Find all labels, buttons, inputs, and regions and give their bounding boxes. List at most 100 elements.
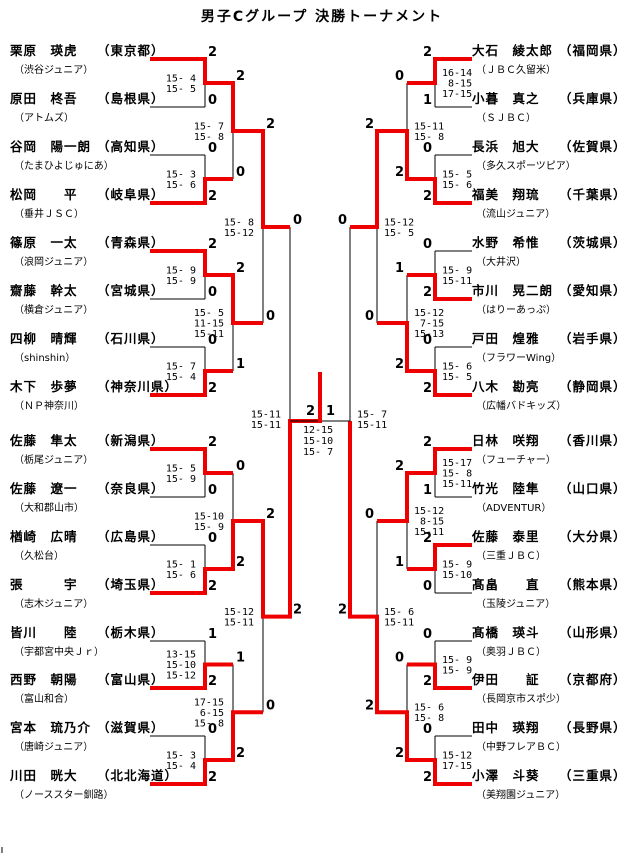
game-score-label: 15- 3 — [166, 169, 196, 180]
player-club: （ＮＰ神奈川） — [14, 399, 84, 412]
set-count: 0 — [423, 333, 432, 348]
game-score-label: 15-13 — [414, 329, 444, 340]
set-count: 2 — [423, 531, 432, 546]
game-score-label: 15- 9 — [166, 276, 196, 287]
player-prefecture: （福岡県） — [559, 43, 627, 58]
player-prefecture: （東京都） — [97, 43, 165, 58]
player-club: （横倉ジュニア） — [14, 303, 93, 316]
set-count: 2 — [395, 165, 404, 180]
game-score-label: 15-10 — [442, 570, 472, 581]
game-score-label: 15- 8 — [194, 132, 224, 143]
player-prefecture: （神奈川県） — [97, 379, 178, 394]
game-score-label: 15-12 — [414, 308, 444, 319]
game-score-label: 15-11 — [414, 527, 444, 538]
set-count: 0 — [208, 93, 217, 108]
player-name: 楢崎 広晴 — [9, 529, 78, 544]
set-count: 0 — [236, 165, 245, 180]
semifinal-score-label: 15-11 — [357, 420, 387, 431]
player-name: 篠原 一太 — [10, 235, 78, 250]
set-count: 0 — [423, 627, 432, 642]
player-prefecture: （奈良県） — [97, 481, 165, 496]
player-club: （フューチャー） — [476, 454, 556, 466]
player-prefecture: （山形県） — [559, 625, 627, 640]
player-prefecture: （石川県） — [97, 331, 165, 346]
game-score-label: 15- 5 — [384, 228, 414, 239]
set-count: 0 — [266, 698, 275, 713]
set-count: 1 — [423, 93, 432, 108]
set-count: 0 — [395, 651, 404, 666]
player-prefecture: （熊本県） — [559, 577, 627, 592]
set-count: 2 — [266, 117, 275, 132]
player-name: 八木 勘亮 — [471, 379, 540, 394]
game-score-label: 15-11 — [442, 276, 472, 287]
player-club: （唐崎ジュニア） — [14, 740, 93, 753]
game-score-label: 15-12 — [224, 607, 254, 618]
set-count: 0 — [208, 722, 217, 737]
player-club: （長岡京市スポ少） — [476, 692, 566, 705]
game-score-label: 15-11 — [442, 479, 472, 490]
player-name: 四柳 晴輝 — [10, 331, 78, 346]
game-score-label: 17-15 — [194, 697, 224, 708]
player-prefecture: （大分県） — [559, 529, 627, 544]
semifinal-score-label: 15-11 — [251, 420, 281, 431]
winner-path — [150, 662, 233, 690]
winner-path — [150, 369, 233, 397]
game-score-label: 15-12 — [442, 750, 472, 761]
set-count: 2 — [365, 698, 374, 713]
player-prefecture: （青森県） — [97, 235, 165, 250]
set-count: 0 — [208, 285, 217, 300]
player-prefecture: （愛知県） — [559, 283, 627, 298]
player-club: （流山ジュニア） — [476, 207, 555, 220]
set-count: 1 — [236, 357, 245, 372]
game-score-label: 15-12 — [384, 217, 414, 228]
winner-path — [348, 421, 472, 786]
winner-path — [150, 57, 290, 229]
set-count: 2 — [423, 285, 432, 300]
game-score-label: 15-17 — [442, 458, 472, 469]
set-count: 1 — [395, 261, 404, 276]
player-prefecture: （岐阜県） — [97, 187, 165, 202]
player-name: 佐藤 隼太 — [9, 433, 78, 448]
player-club: （宇都宮中央Ｊｒ） — [14, 645, 104, 658]
player-prefecture: （埼玉県） — [97, 577, 165, 592]
set-count: 2 — [208, 381, 217, 396]
player-name: 髙畠 直 — [472, 577, 540, 592]
player-club: （ADVENTUR） — [476, 502, 551, 514]
set-count: 1 — [236, 651, 245, 666]
player-prefecture: （島根県） — [97, 91, 165, 106]
player-name: 水野 希惟 — [472, 235, 540, 250]
player-prefecture: （滋賀県） — [97, 720, 165, 735]
player-prefecture: （京都府） — [559, 672, 627, 687]
set-count: 2 — [236, 746, 245, 761]
player-club: （渋谷ジュニア） — [14, 63, 93, 76]
set-count: 2 — [208, 435, 217, 450]
player-club: （中野フレアＢＣ） — [476, 740, 566, 753]
player-name: 松岡 平 — [10, 187, 78, 202]
player-club: （富山和合） — [14, 692, 74, 705]
game-score-label: 15-11 — [194, 329, 224, 340]
winner-path — [150, 419, 322, 619]
player-club: （垂井ＪＳＣ） — [14, 207, 84, 220]
player-prefecture: （北北海道） — [97, 768, 178, 783]
game-score-label: 15- 9 — [194, 522, 224, 533]
game-score-label: 15- 8 — [194, 718, 224, 729]
player-name: 小澤 斗葵 — [471, 768, 540, 783]
player-name: 木下 歩夢 — [9, 379, 78, 394]
game-score-label: 15-12 — [224, 228, 254, 239]
player-name: 長浜 旭大 — [472, 139, 540, 154]
game-score-label: 15- 6 — [166, 180, 196, 191]
set-count: 2 — [208, 189, 217, 204]
game-score-label: 8-15 — [442, 79, 472, 90]
set-count: 2 — [395, 459, 404, 474]
set-count: 0 — [208, 333, 217, 348]
player-name: 伊田 証 — [471, 672, 540, 687]
set-count: 2 — [236, 555, 245, 570]
game-score-label: 15- 1 — [166, 559, 196, 570]
set-count: 2 — [266, 507, 275, 522]
set-count: 0 — [423, 579, 432, 594]
winner-path — [407, 57, 472, 85]
set-count: 2 — [208, 579, 217, 594]
game-score-label: 15- 8 — [442, 469, 472, 480]
set-count: 2 — [236, 261, 245, 276]
set-count: 0 — [236, 459, 245, 474]
